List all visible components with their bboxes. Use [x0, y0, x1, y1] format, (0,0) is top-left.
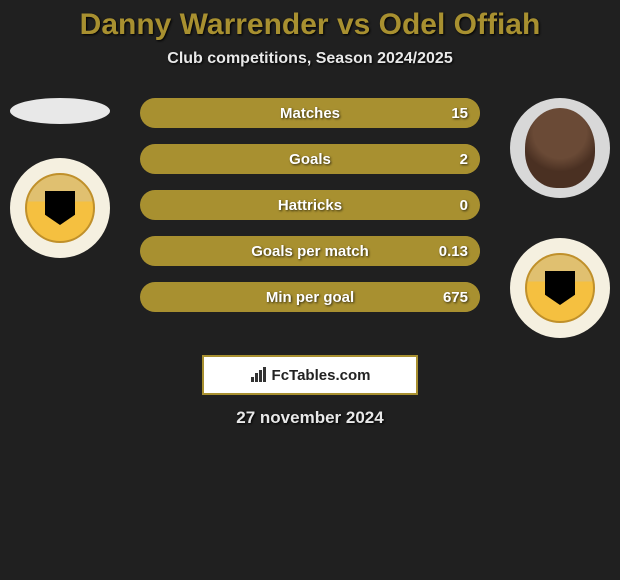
stat-label: Goals [140, 151, 480, 168]
stat-row: Hattricks0 [140, 190, 480, 220]
player-left-club-badge [10, 158, 110, 258]
stat-value-right: 0.13 [439, 243, 468, 260]
stat-label: Hattricks [140, 197, 480, 214]
stat-label: Min per goal [140, 289, 480, 306]
stat-label: Matches [140, 105, 480, 122]
player-left-avatar [10, 98, 110, 124]
stat-label: Goals per match [140, 243, 480, 260]
brand-text: FcTables.com [272, 367, 371, 384]
bar-chart-icon [250, 367, 268, 383]
stat-value-right: 0 [460, 197, 468, 214]
stat-row: Matches15 [140, 98, 480, 128]
player-right-club-badge [510, 238, 610, 338]
comparison-subtitle: Club competitions, Season 2024/2025 [0, 50, 620, 68]
player-right-avatar [510, 98, 610, 198]
stat-row: Goals2 [140, 144, 480, 174]
comparison-title: Danny Warrender vs Odel Offiah [0, 0, 620, 42]
brand-box: FcTables.com [202, 355, 418, 395]
blackpool-badge-icon [525, 253, 595, 323]
stat-rows: Matches15 Goals2 Hattricks0 Goals per match… [140, 98, 480, 328]
player-right-face [525, 108, 595, 188]
stat-value-right: 675 [443, 289, 468, 306]
blackpool-badge-icon [25, 173, 95, 243]
stat-row: Min per goal675 [140, 282, 480, 312]
stat-row: Goals per match0.13 [140, 236, 480, 266]
footer-date: 27 november 2024 [0, 408, 620, 428]
stat-value-right: 15 [451, 105, 468, 122]
stat-value-right: 2 [460, 151, 468, 168]
